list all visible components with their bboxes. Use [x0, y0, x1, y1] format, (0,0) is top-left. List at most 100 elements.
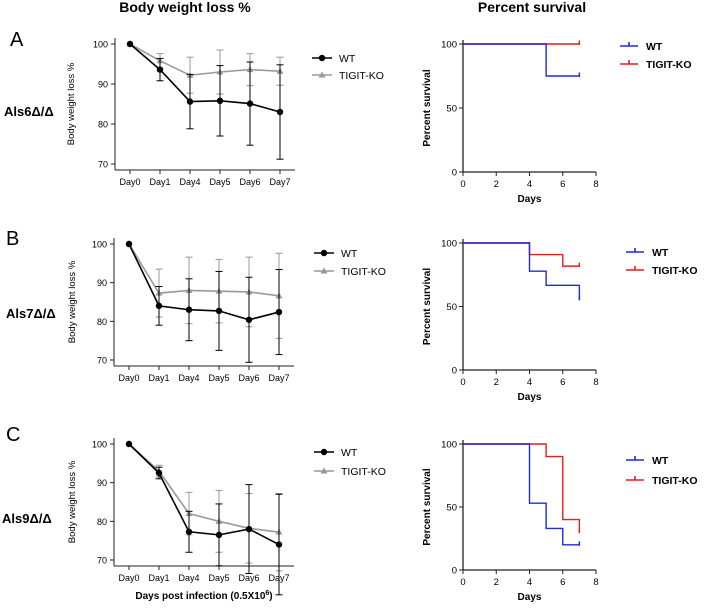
y-tick-label: 100: [441, 440, 457, 451]
row-label-als6: Als6Δ/Δ: [4, 104, 54, 119]
y-tick-label: 0: [452, 566, 457, 577]
data-point: [155, 302, 163, 310]
panel-letter-c: C: [6, 424, 20, 446]
data-point: [216, 97, 224, 105]
data-point: [246, 100, 254, 107]
y-axis-label: Body weight loss %: [66, 62, 77, 145]
panel-letter-b: B: [6, 228, 19, 250]
panel-letter-a: A: [10, 29, 24, 51]
x-tick-label: Day6: [239, 177, 260, 187]
weight-chart-b: 70 80 90 100 Day0 Day1 Day4 Day5 Day6 Day7 Body we…: [67, 238, 386, 383]
series-wt: [125, 240, 283, 363]
data-point: [245, 525, 253, 533]
y-tick-label: 70: [98, 160, 108, 170]
legend-label-wt: WT: [341, 447, 358, 459]
series-wt: [463, 443, 581, 546]
x-tick-label: 0: [460, 179, 465, 190]
series-tigit-ko: [463, 242, 581, 268]
x-tick-label: 4: [527, 377, 532, 388]
x-tick-label: Day7: [269, 177, 290, 187]
x-tick-label: 2: [494, 179, 499, 190]
series-tigit-ko: [125, 440, 283, 572]
series-line: [128, 243, 280, 297]
legend: WT TIGIT-KO: [620, 41, 692, 71]
x-tick-label: 4: [527, 179, 532, 190]
x-tick-label: Day1: [148, 573, 169, 583]
legend: WT TIGIT-KO: [314, 248, 386, 278]
survival-step-line: [463, 242, 580, 267]
legend-label: TIGIT-KO: [646, 59, 692, 71]
x-tick-label: 4: [527, 577, 532, 588]
y-tick-label: 80: [97, 517, 107, 527]
data-point: [245, 316, 253, 323]
legend-label-wt: WT: [341, 248, 358, 260]
y-tick-label: 70: [97, 356, 107, 366]
data-point: [125, 440, 133, 448]
data-point: [156, 66, 164, 73]
legend-marker-wt: [320, 448, 328, 456]
survival-chart-c: 0 50 100 0 2 4 6 8 Days Percent survival WT TIGIT-K…: [422, 440, 698, 604]
data-point: [155, 469, 163, 477]
x-axis-label: Days: [518, 592, 542, 603]
y-tick-label: 0: [452, 366, 457, 377]
x-tick-label: 8: [593, 377, 598, 388]
series-line: [128, 243, 280, 321]
survival-chart-b: 0 50 100 0 2 4 6 8 Days Percent survival WT TIGIT-K…: [422, 239, 698, 404]
x-tick-label: Day5: [208, 573, 229, 583]
x-tick-label: Day6: [238, 573, 259, 583]
y-axis-label: Percent survival: [422, 69, 433, 146]
x-tick-label: Day4: [178, 373, 199, 383]
x-tick-label: 6: [560, 577, 565, 588]
x-tick-label: Day5: [208, 373, 229, 383]
series-line: [129, 43, 281, 77]
x-tick-label: 6: [560, 179, 565, 190]
y-tick-label: 80: [97, 317, 107, 327]
legend-label: WT: [652, 455, 669, 467]
data-point: [215, 531, 223, 539]
series-tigit-ko: [126, 40, 284, 95]
row-label-als9: Als9Δ/Δ: [2, 511, 52, 526]
series-line: [129, 43, 281, 113]
legend: WT TIGIT-KO: [626, 247, 698, 277]
x-tick-label: Day1: [148, 373, 169, 383]
series-line: [128, 443, 280, 546]
legend-marker-ko: [320, 267, 328, 274]
x-axis-label: Days: [518, 392, 542, 403]
x-axis-label: Days post infection (0.5X106): [135, 590, 272, 602]
x-tick-label: 6: [560, 377, 565, 388]
legend-label: WT: [652, 247, 669, 259]
legend-label-ko: TIGIT-KO: [339, 70, 384, 82]
y-tick-label: 90: [97, 478, 107, 488]
y-tick-label: 100: [441, 40, 457, 51]
y-tick-label: 50: [446, 503, 457, 514]
survival-step-line: [463, 443, 580, 546]
x-tick-label: Day1: [149, 177, 170, 187]
survival-step-line: [463, 443, 581, 533]
legend-label: TIGIT-KO: [652, 475, 698, 487]
y-tick-label: 80: [98, 120, 108, 130]
x-tick-label: Day4: [178, 573, 199, 583]
x-tick-label: 0: [460, 377, 465, 388]
series-wt: [463, 242, 581, 301]
legend-marker-ko: [318, 71, 326, 78]
y-tick-label: 100: [441, 239, 457, 250]
data-point: [276, 108, 284, 116]
row-label-als7: Als7Δ/Δ: [6, 306, 56, 321]
x-axis-label: Days: [518, 194, 542, 205]
y-tick-label: 50: [446, 302, 457, 313]
survival-step-line: [463, 242, 581, 300]
legend: WT TIGIT-KO: [312, 53, 384, 82]
y-axis-label: Percent survival: [422, 468, 433, 545]
y-tick-label: 90: [98, 80, 108, 90]
legend-label: WT: [646, 41, 663, 53]
header-percent-survival: Percent survival: [478, 0, 586, 15]
survival-chart-a: 0 50 100 0 2 4 6 8 Days Percent survival WT TIGIT-K…: [422, 40, 692, 206]
series-tigit-ko: [463, 443, 581, 534]
x-tick-label: Day0: [118, 373, 139, 383]
legend-label-ko: TIGIT-KO: [341, 266, 386, 278]
legend: WT TIGIT-KO: [314, 447, 386, 478]
x-tick-label: 8: [593, 179, 598, 190]
data-point: [125, 240, 133, 248]
y-axis-label: Percent survival: [422, 268, 433, 345]
